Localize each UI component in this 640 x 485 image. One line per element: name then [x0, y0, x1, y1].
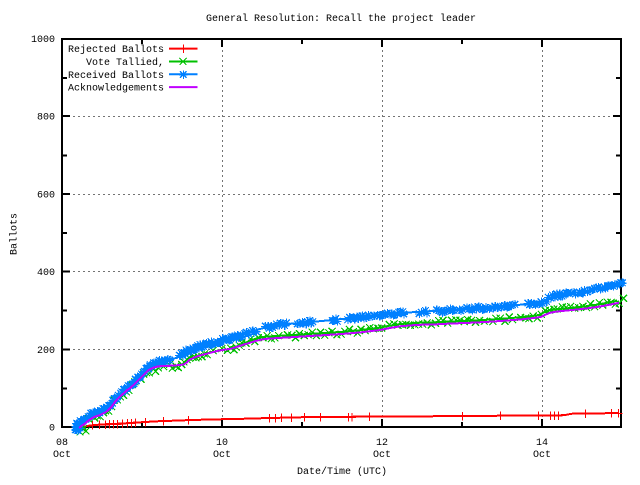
svg-text:1000: 1000 — [31, 35, 55, 46]
svg-text:Received Ballots: Received Ballots — [68, 70, 164, 82]
svg-text:Oct: Oct — [213, 450, 231, 461]
svg-text:400: 400 — [37, 268, 55, 279]
svg-text:08: 08 — [56, 438, 68, 449]
svg-text:Date/Time (UTC): Date/Time (UTC) — [297, 466, 387, 478]
svg-text:14: 14 — [536, 438, 548, 449]
svg-text:0: 0 — [49, 424, 55, 435]
svg-text:10: 10 — [216, 438, 228, 449]
svg-text:200: 200 — [37, 346, 55, 357]
svg-text:Ballots: Ballots — [9, 213, 21, 255]
svg-text:General Resolution: Recall the: General Resolution: Recall the project l… — [206, 13, 476, 25]
svg-text:Rejected Ballots: Rejected Ballots — [68, 44, 164, 56]
svg-text:12: 12 — [376, 438, 388, 449]
svg-text:Oct: Oct — [533, 450, 551, 461]
svg-text:800: 800 — [37, 113, 55, 124]
svg-text:Acknowledgements: Acknowledgements — [68, 83, 164, 95]
svg-text:Vote Tallied,: Vote Tallied, — [86, 57, 164, 69]
svg-text:Oct: Oct — [53, 450, 71, 461]
svg-text:Oct: Oct — [373, 450, 391, 461]
svg-text:600: 600 — [37, 190, 55, 201]
